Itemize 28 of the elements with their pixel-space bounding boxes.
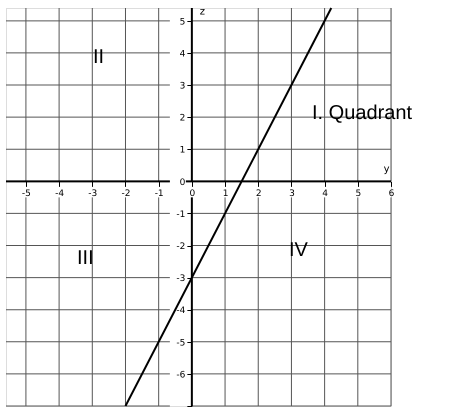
x-tick-label: 0 [189, 188, 196, 199]
y-tick-label: 5 [180, 17, 186, 28]
y-tick-label: -1 [176, 210, 186, 220]
annotation: III [77, 247, 94, 269]
y-tick-label: 2 [180, 114, 186, 124]
y-axis-title: z [200, 6, 205, 18]
y-tick-label: -4 [176, 306, 186, 316]
x-tick-label: 4 [322, 188, 328, 199]
x-tick-label: 3 [289, 188, 295, 199]
y-tick-label: 0 [180, 178, 186, 188]
y-tick-label: 3 [180, 82, 186, 92]
x-tick-label: 1 [222, 188, 228, 199]
x-tick-label: -4 [55, 188, 64, 199]
x-tick-label: 2 [256, 188, 262, 199]
y-tick-label: 1 [180, 146, 186, 156]
x-tick-label: 5 [355, 188, 362, 199]
y-tick-label: -5 [176, 338, 186, 348]
y-tick-label: -2 [176, 242, 186, 252]
y-tick-label: -6 [176, 370, 186, 380]
x-tick-label: 6 [388, 188, 395, 199]
x-tick-label: -5 [22, 188, 31, 199]
x-tick-label: -2 [121, 188, 130, 199]
annotation: II [93, 46, 104, 68]
x-tick-label: -3 [88, 188, 98, 199]
y-tick-label: -3 [176, 274, 186, 284]
x-tick-label: -1 [154, 188, 164, 199]
y-tick-label: 4 [180, 49, 186, 60]
x-axis-title: y [384, 164, 390, 175]
